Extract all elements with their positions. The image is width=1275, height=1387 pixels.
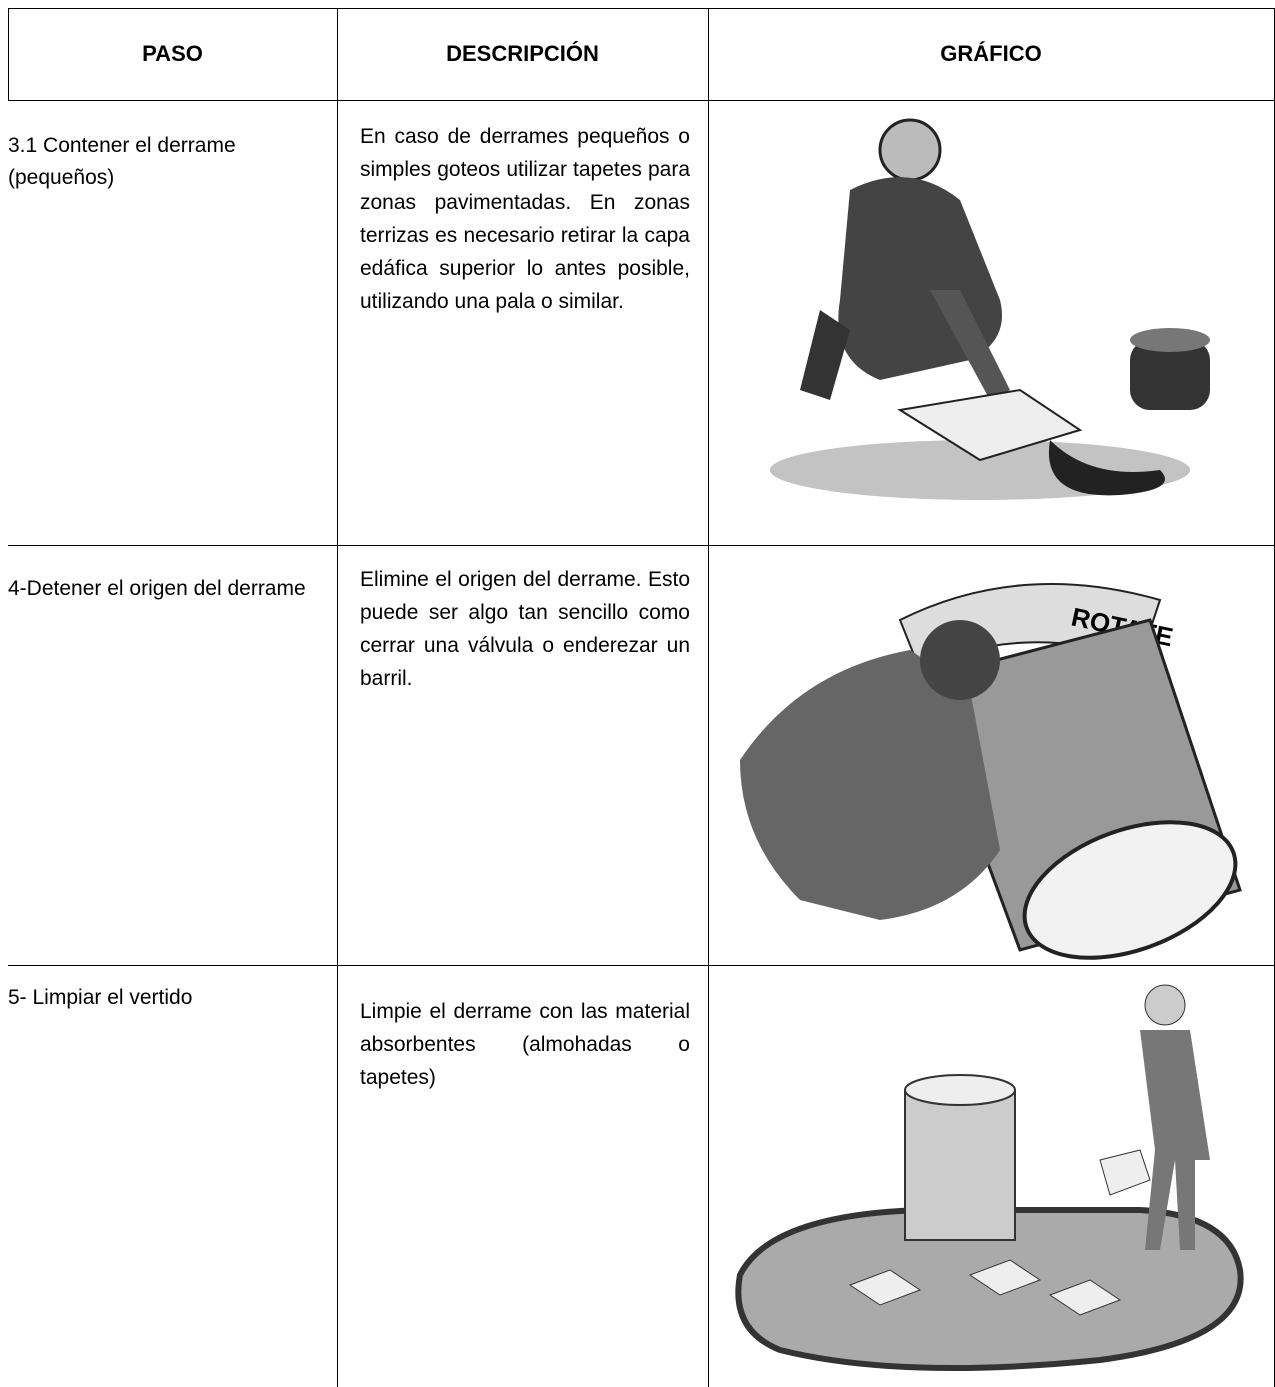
table-border <box>337 8 338 1387</box>
illustration <box>735 984 1244 1371</box>
table-border <box>8 8 1275 9</box>
step-description: Limpie el derrame con las material absor… <box>360 1000 690 1089</box>
illustration: ROTATE <box>740 583 1242 960</box>
table-border <box>8 545 1275 546</box>
table-border <box>8 965 1275 966</box>
column-header: DESCRIPCIÓN <box>446 41 599 66</box>
step-label: 3.1 Contener el derrame (pequeños) <box>8 134 236 189</box>
column-header: PASO <box>142 41 203 66</box>
step-description: En caso de derrames pequeños o simples g… <box>360 125 690 313</box>
table-border <box>708 8 709 1387</box>
column-header: GRÁFICO <box>940 41 1042 66</box>
step-description: Elimine el origen del derrame. Esto pued… <box>360 568 690 690</box>
table-border <box>8 8 9 100</box>
step-label: 5- Limpiar el vertido <box>8 986 193 1009</box>
step-label: 4-Detener el origen del derrame <box>8 577 306 600</box>
table-border <box>8 100 1275 101</box>
illustration <box>770 118 1210 500</box>
